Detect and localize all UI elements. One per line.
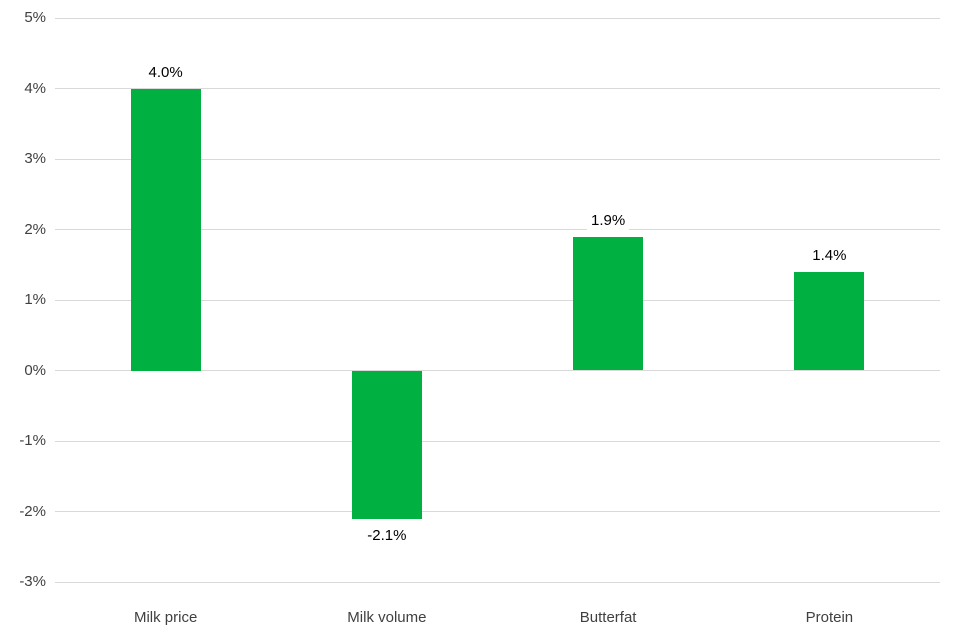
x-axis-category-label: Butterfat [579,609,637,626]
gridline [55,581,940,583]
gridline [55,158,940,160]
y-axis-tick-label: -1% [19,432,46,449]
gridline [55,440,940,442]
y-axis-tick-label: 1% [24,291,46,308]
bar-value-label: 4.0% [144,62,187,83]
x-axis-category-label: Milk volume [347,609,427,626]
bar-value-label: 1.4% [808,245,851,266]
gridline [55,370,940,371]
y-axis-tick-label: 0% [24,361,46,379]
gridline [55,511,940,512]
gridline [55,88,940,89]
bar-value-label: 1.9% [587,210,630,231]
y-axis-tick-label: 5% [24,9,46,26]
y-axis-tick-label: 3% [24,150,46,167]
y-axis-tick-label: 2% [24,220,46,238]
x-axis-category-label: Protein [805,609,854,626]
bar-value-label: -2.1% [363,525,411,546]
y-axis-tick-label: 4% [24,79,46,97]
gridline [55,299,940,301]
bar-protein [794,271,865,371]
gridline [55,229,940,230]
y-axis-tick-label: -2% [19,502,46,520]
bar-milk-price [130,88,201,371]
bar-butterfat [573,236,644,371]
bar-milk-volume [351,370,422,519]
gridline [55,17,940,19]
y-axis-tick-label: -3% [19,573,46,590]
x-axis-category-label: Milk price [133,609,198,626]
